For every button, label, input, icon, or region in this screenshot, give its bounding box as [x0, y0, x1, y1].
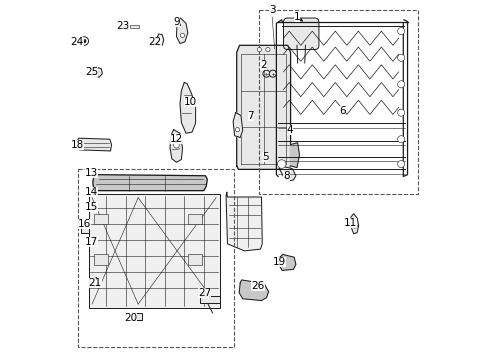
- Text: 24: 24: [70, 37, 83, 47]
- Text: 17: 17: [84, 237, 98, 247]
- Polygon shape: [236, 45, 290, 169]
- Circle shape: [397, 54, 404, 61]
- Polygon shape: [290, 143, 299, 168]
- Text: 25: 25: [84, 67, 98, 77]
- Text: 27: 27: [198, 288, 211, 298]
- Text: 4: 4: [286, 125, 293, 135]
- Polygon shape: [279, 167, 295, 181]
- Circle shape: [80, 37, 88, 45]
- Bar: [187, 214, 202, 224]
- Circle shape: [397, 109, 404, 116]
- Bar: [258, 10, 417, 194]
- Circle shape: [269, 70, 276, 77]
- Polygon shape: [93, 175, 207, 191]
- Circle shape: [124, 24, 129, 30]
- Text: 11: 11: [343, 217, 356, 228]
- Bar: [187, 255, 202, 265]
- Text: 5: 5: [261, 152, 268, 162]
- Bar: [94, 255, 108, 265]
- Bar: [88, 194, 219, 307]
- Text: 23: 23: [117, 21, 130, 31]
- Text: 21: 21: [88, 278, 102, 288]
- Circle shape: [277, 160, 285, 168]
- Text: 16: 16: [78, 219, 91, 229]
- Polygon shape: [176, 18, 187, 44]
- Polygon shape: [94, 67, 102, 77]
- Bar: [134, 313, 142, 320]
- Text: 26: 26: [251, 281, 264, 291]
- Text: 13: 13: [84, 168, 98, 178]
- Bar: [200, 296, 219, 303]
- Bar: [94, 214, 108, 224]
- Circle shape: [180, 33, 184, 37]
- Circle shape: [173, 143, 179, 148]
- Text: 3: 3: [268, 5, 275, 15]
- Text: 2: 2: [260, 60, 266, 70]
- Text: 1: 1: [293, 12, 300, 22]
- Polygon shape: [350, 214, 358, 234]
- Text: 12: 12: [169, 134, 183, 144]
- Polygon shape: [180, 82, 195, 133]
- Polygon shape: [93, 278, 98, 286]
- Polygon shape: [279, 255, 295, 270]
- Text: 18: 18: [70, 140, 83, 149]
- Circle shape: [82, 39, 86, 43]
- Bar: [78, 169, 233, 347]
- Polygon shape: [233, 113, 242, 138]
- Text: 7: 7: [247, 111, 254, 121]
- Circle shape: [265, 48, 269, 52]
- Circle shape: [397, 28, 404, 35]
- Text: 15: 15: [84, 202, 98, 212]
- Text: 10: 10: [183, 97, 197, 107]
- Circle shape: [184, 101, 190, 107]
- Circle shape: [397, 81, 404, 88]
- Polygon shape: [239, 280, 268, 301]
- Circle shape: [397, 161, 404, 168]
- Text: 6: 6: [339, 106, 346, 116]
- Circle shape: [397, 136, 404, 143]
- Text: 8: 8: [283, 171, 289, 181]
- Polygon shape: [77, 138, 111, 151]
- Polygon shape: [170, 130, 182, 162]
- Polygon shape: [225, 192, 262, 251]
- Text: 9: 9: [173, 17, 180, 27]
- Polygon shape: [157, 34, 163, 46]
- Text: 19: 19: [272, 257, 285, 266]
- Text: 20: 20: [123, 313, 137, 323]
- Circle shape: [352, 224, 356, 228]
- Circle shape: [235, 127, 239, 132]
- Circle shape: [263, 70, 269, 77]
- Bar: [81, 224, 89, 233]
- Text: 22: 22: [148, 37, 162, 47]
- Circle shape: [257, 48, 261, 52]
- Text: 14: 14: [84, 188, 98, 197]
- FancyBboxPatch shape: [283, 18, 318, 50]
- Bar: [129, 26, 138, 28]
